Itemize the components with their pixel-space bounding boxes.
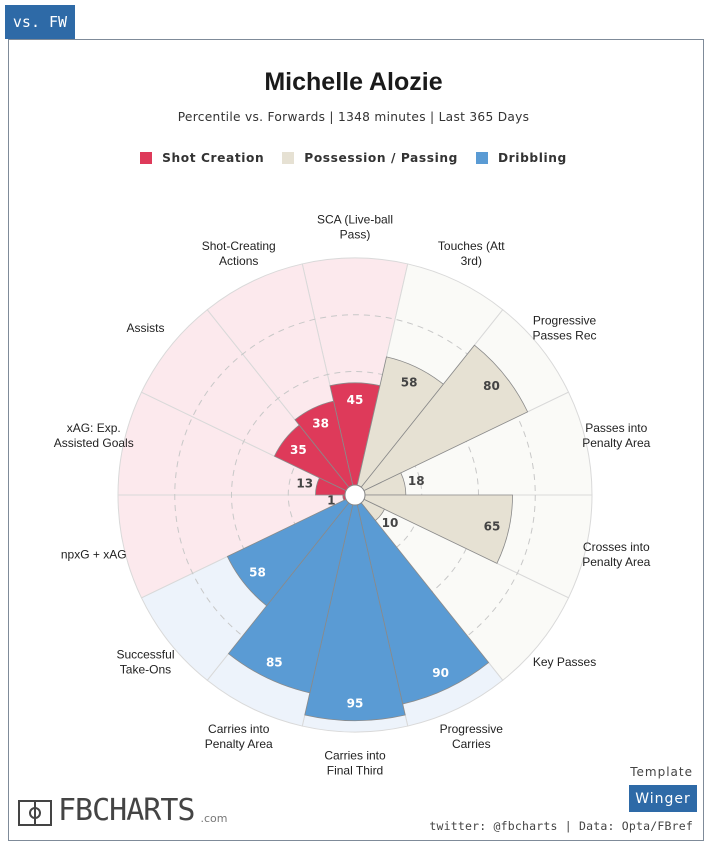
value-label: 18 xyxy=(408,474,425,488)
value-label: 38 xyxy=(312,417,329,431)
grid-ring xyxy=(174,314,536,676)
template-button[interactable]: Winger xyxy=(629,785,697,812)
legend-item-shot-creation: Shot Creation xyxy=(140,151,264,165)
tab-vs-fw[interactable]: vs. FW xyxy=(5,5,75,39)
value-label: 45 xyxy=(347,393,364,407)
value-label: 85 xyxy=(266,656,283,670)
category-label: SCA (Live-ball Pass) xyxy=(317,213,393,242)
center-hole xyxy=(344,484,366,506)
legend-label-possession: Possession / Passing xyxy=(304,151,458,165)
value-label: 58 xyxy=(249,566,266,580)
value-label: 58 xyxy=(401,376,418,390)
brand-suffix: .com xyxy=(200,812,228,825)
value-label: 1 xyxy=(327,493,335,507)
legend-swatch-shot-creation xyxy=(140,152,153,164)
template-label: Template xyxy=(630,765,693,779)
legend: Shot Creation Possession / Passing Dribb… xyxy=(0,151,707,165)
legend-item-possession: Possession / Passing xyxy=(282,151,458,165)
legend-label-shot-creation: Shot Creation xyxy=(162,151,265,165)
value-label: 35 xyxy=(290,443,307,457)
category-label: xAG: Exp. Assisted Goals xyxy=(54,421,134,450)
category-label: Key Passes xyxy=(533,655,596,669)
value-label: 80 xyxy=(483,379,500,393)
category-label: Crosses into Penalty Area xyxy=(582,540,650,569)
pitch-icon xyxy=(18,800,52,826)
category-label: Touches (Att 3rd) xyxy=(438,239,505,268)
category-label: npxG + xAG xyxy=(61,548,127,562)
category-label: Shot-Creating Actions xyxy=(202,239,276,268)
legend-item-dribbling: Dribbling xyxy=(475,151,567,165)
value-label: 13 xyxy=(296,477,313,491)
credits: twitter: @fbcharts | Data: Opta/FBref xyxy=(429,819,693,833)
value-label: 65 xyxy=(484,519,501,533)
category-label: Progressive Passes Rec xyxy=(533,313,597,342)
chart-title: Michelle Alozie xyxy=(264,68,443,96)
legend-swatch-dribbling xyxy=(475,152,488,164)
legend-swatch-possession xyxy=(282,152,295,164)
legend-label-dribbling: Dribbling xyxy=(497,151,567,165)
category-label: Carries into Penalty Area xyxy=(205,722,273,751)
category-label: Passes into Penalty Area xyxy=(582,421,650,450)
value-label: 10 xyxy=(382,516,399,530)
brand-name: FBCHARTS xyxy=(58,793,195,828)
category-label: Progressive Carries xyxy=(440,722,504,751)
value-label: 95 xyxy=(347,697,364,711)
category-label: Successful Take-Ons xyxy=(116,648,174,677)
chart-subtitle: Percentile vs. Forwards | 1348 minutes |… xyxy=(177,110,530,124)
value-label: 90 xyxy=(432,666,449,680)
category-label: Assists xyxy=(126,321,164,335)
brand-logo: FBCHARTS .com xyxy=(18,796,228,826)
category-label: Carries into Final Third xyxy=(324,749,386,778)
